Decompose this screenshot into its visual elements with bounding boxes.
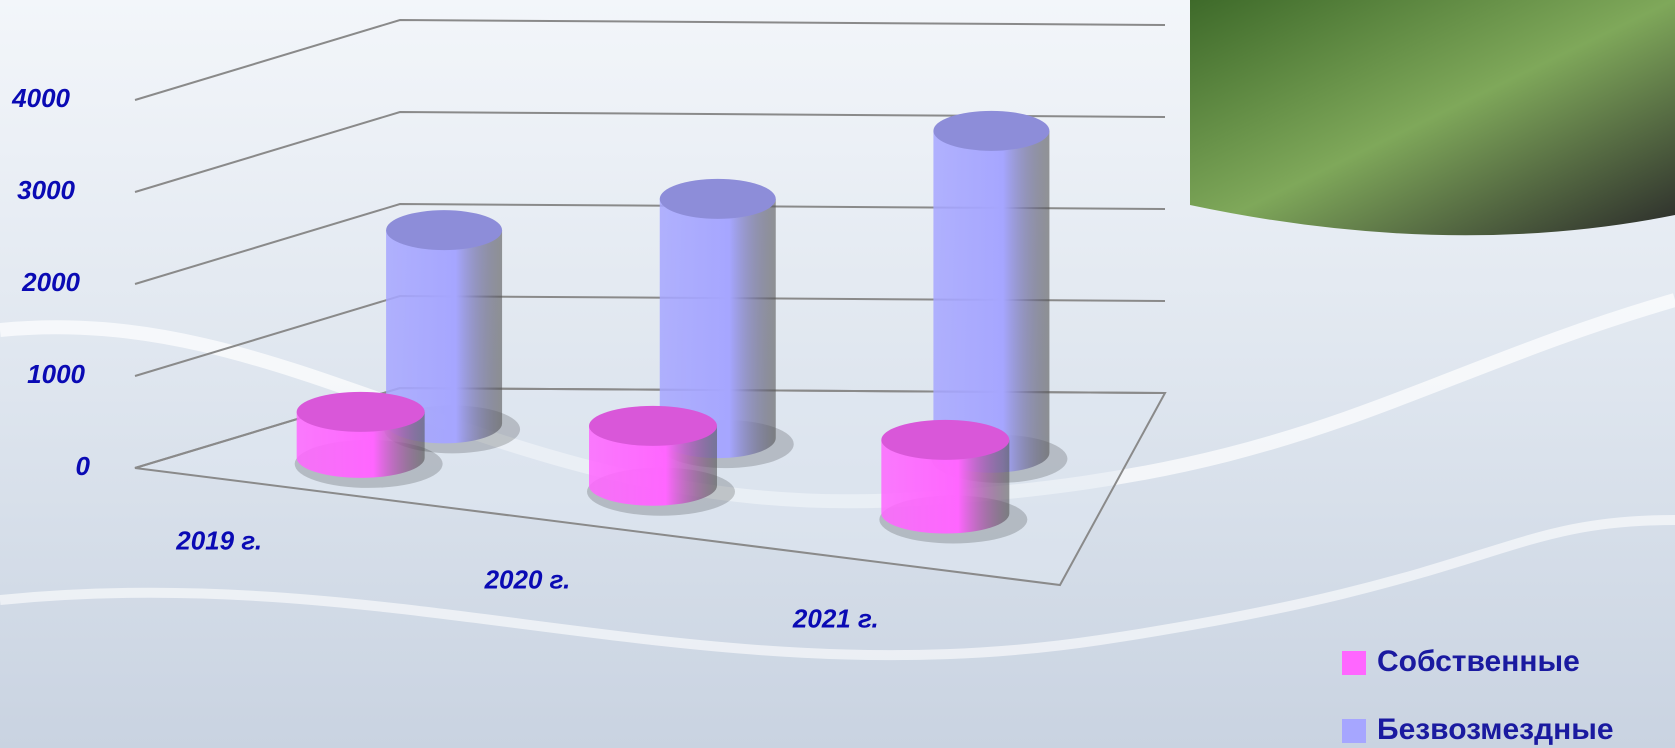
cylinder-top bbox=[386, 210, 502, 250]
cylinder-top bbox=[297, 392, 425, 432]
y-tick-label: 0 bbox=[76, 451, 91, 481]
cylinder-top bbox=[660, 179, 776, 219]
x-tick-label: 2019 г. bbox=[175, 525, 262, 555]
legend-label: Безвозмездные bbox=[1377, 713, 1614, 746]
legend-swatch bbox=[1342, 651, 1366, 675]
x-tick-label: 2020 г. bbox=[484, 564, 571, 594]
photo bbox=[1190, 0, 1675, 235]
cylinder-top bbox=[881, 420, 1009, 460]
y-tick-label: 3000 bbox=[17, 175, 75, 205]
cylinder-top bbox=[589, 406, 717, 446]
cylinder-top bbox=[933, 111, 1049, 151]
chart: 0 1000 2000 3000 4000 2019 г. 2020 г. 2021 г. Со… bbox=[0, 0, 1675, 748]
y-tick-label: 4000 bbox=[11, 83, 70, 113]
legend-label: Собственные bbox=[1377, 645, 1580, 678]
y-tick-label: 1000 bbox=[27, 359, 85, 389]
y-tick-label: 2000 bbox=[21, 267, 80, 297]
x-tick-label: 2021 г. bbox=[792, 603, 879, 633]
legend-swatch bbox=[1342, 719, 1366, 743]
